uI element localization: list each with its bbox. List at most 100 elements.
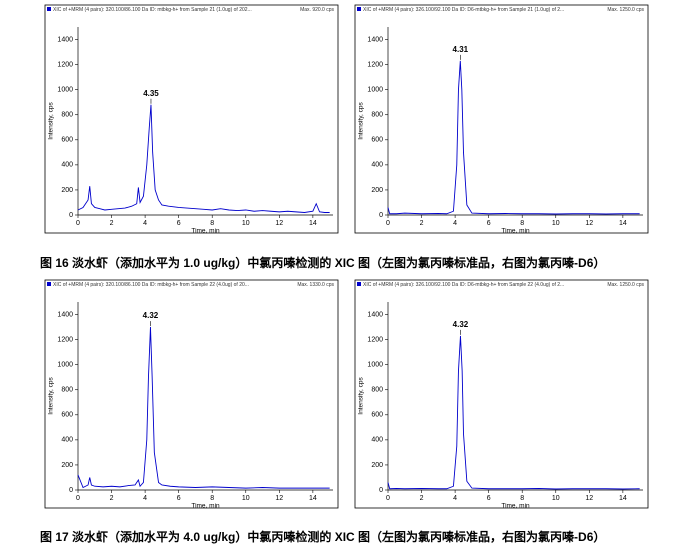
y-tick-label: 400 [371, 437, 383, 444]
y-tick-label: 200 [371, 187, 383, 194]
max-label: Max. 1250.0 cps [607, 7, 644, 13]
x-tick-label: 6 [177, 220, 181, 227]
chromatogram: XIC of +MRM (4 pairs): 326.100/92.100 Da… [354, 279, 649, 510]
x-tick-label: 4 [453, 495, 457, 502]
y-tick-label: 0 [379, 487, 383, 494]
peak-label: 4.32 [143, 311, 159, 320]
trace [387, 335, 640, 490]
peak-label: 4.32 [453, 320, 469, 329]
x-tick-label: 10 [242, 495, 250, 502]
y-tick-label: 1400 [57, 311, 73, 318]
panel-title: XIC of +MRM (4 pairs): 326.100/92.100 Da… [363, 7, 564, 13]
y-tick-label: 600 [61, 137, 73, 144]
header-icon [47, 282, 51, 286]
x-tick-label: 14 [619, 495, 627, 502]
chromatogram: XIC of +MRM (4 pairs): 326.100/92.100 Da… [354, 4, 649, 235]
y-tick-label: 200 [61, 187, 73, 194]
x-tick-label: 10 [552, 495, 560, 502]
panel-title: XIC of +MRM (4 pairs): 326.100/92.100 Da… [363, 282, 564, 288]
x-tick-label: 10 [552, 220, 560, 227]
header-icon [357, 7, 361, 11]
y-tick-label: 0 [69, 487, 73, 494]
x-tick-label: 2 [420, 495, 424, 502]
y-axis-label: Intensity, cps [48, 377, 55, 415]
x-tick-label: 12 [585, 220, 593, 227]
y-tick-label: 1200 [57, 336, 73, 343]
y-tick-label: 0 [69, 212, 73, 219]
y-tick-label: 1000 [57, 362, 73, 369]
panel-title: XIC of +MRM (4 pairs): 320.100/86.100 Da… [53, 7, 252, 13]
y-tick-label: 600 [61, 412, 73, 419]
y-tick-label: 400 [371, 162, 383, 169]
x-tick-label: 12 [275, 220, 283, 227]
x-tick-label: 8 [520, 495, 524, 502]
x-axis-label: Time, min [501, 503, 530, 510]
x-axis-label: Time, min [191, 503, 220, 510]
x-tick-label: 8 [210, 495, 214, 502]
y-tick-label: 800 [61, 387, 73, 394]
x-axis-label: Time, min [501, 228, 530, 235]
x-tick-label: 2 [420, 220, 424, 227]
x-tick-label: 0 [76, 220, 80, 227]
x-axis-label: Time, min [191, 228, 220, 235]
y-tick-label: 800 [371, 387, 383, 394]
x-tick-label: 12 [275, 495, 283, 502]
y-tick-label: 800 [61, 112, 73, 119]
x-tick-label: 0 [76, 495, 80, 502]
y-tick-label: 1200 [367, 336, 383, 343]
x-tick-label: 6 [487, 220, 491, 227]
y-tick-label: 1000 [367, 87, 383, 94]
panel-title: XIC of +MRM (4 pairs): 320.100/86.100 Da… [53, 282, 249, 288]
x-tick-label: 2 [110, 220, 114, 227]
x-tick-label: 10 [242, 220, 250, 227]
y-tick-label: 200 [61, 462, 73, 469]
y-tick-label: 400 [61, 162, 73, 169]
x-tick-label: 4 [453, 220, 457, 227]
y-axis-label: Intensity, cps [358, 377, 365, 415]
chromatogram: XIC of +MRM (4 pairs): 320.100/86.100 Da… [44, 279, 339, 510]
x-tick-label: 12 [585, 495, 593, 502]
x-tick-label: 6 [487, 495, 491, 502]
panel-frame [354, 279, 649, 509]
y-tick-label: 1200 [367, 61, 383, 68]
y-tick-label: 1200 [57, 61, 73, 68]
trace [77, 104, 330, 213]
x-tick-label: 14 [309, 495, 317, 502]
y-tick-label: 800 [371, 112, 383, 119]
header-icon [47, 7, 51, 11]
x-tick-label: 0 [386, 495, 390, 502]
x-tick-label: 4 [143, 495, 147, 502]
caption: 图 17 淡水虾（添加水平为 4.0 ug/kg）中氯丙嗪检测的 XIC 图（左… [40, 529, 605, 544]
x-tick-label: 6 [177, 495, 181, 502]
x-tick-label: 14 [619, 220, 627, 227]
y-tick-label: 1400 [57, 36, 73, 43]
y-tick-label: 400 [61, 437, 73, 444]
y-tick-label: 200 [371, 462, 383, 469]
panel-frame [44, 279, 339, 509]
y-axis-label: Intensity, cps [48, 102, 55, 140]
trace [387, 60, 640, 215]
y-tick-label: 1000 [367, 362, 383, 369]
y-tick-label: 600 [371, 412, 383, 419]
panel-frame [44, 4, 339, 234]
x-tick-label: 8 [210, 220, 214, 227]
y-tick-label: 600 [371, 137, 383, 144]
x-tick-label: 8 [520, 220, 524, 227]
peak-label: 4.35 [143, 89, 159, 98]
trace [77, 327, 330, 489]
max-label: Max. 1250.0 cps [607, 282, 644, 288]
y-tick-label: 1000 [57, 87, 73, 94]
y-tick-label: 1400 [367, 36, 383, 43]
max-label: Max. 1330.0 cps [297, 282, 334, 288]
y-axis-label: Intensity, cps [358, 102, 365, 140]
max-label: Max. 920.0 cps [300, 7, 334, 13]
peak-label: 4.31 [453, 45, 469, 54]
y-tick-label: 0 [379, 212, 383, 219]
x-tick-label: 2 [110, 495, 114, 502]
x-tick-label: 4 [143, 220, 147, 227]
header-icon [357, 282, 361, 286]
panel-frame [354, 4, 649, 234]
x-tick-label: 14 [309, 220, 317, 227]
